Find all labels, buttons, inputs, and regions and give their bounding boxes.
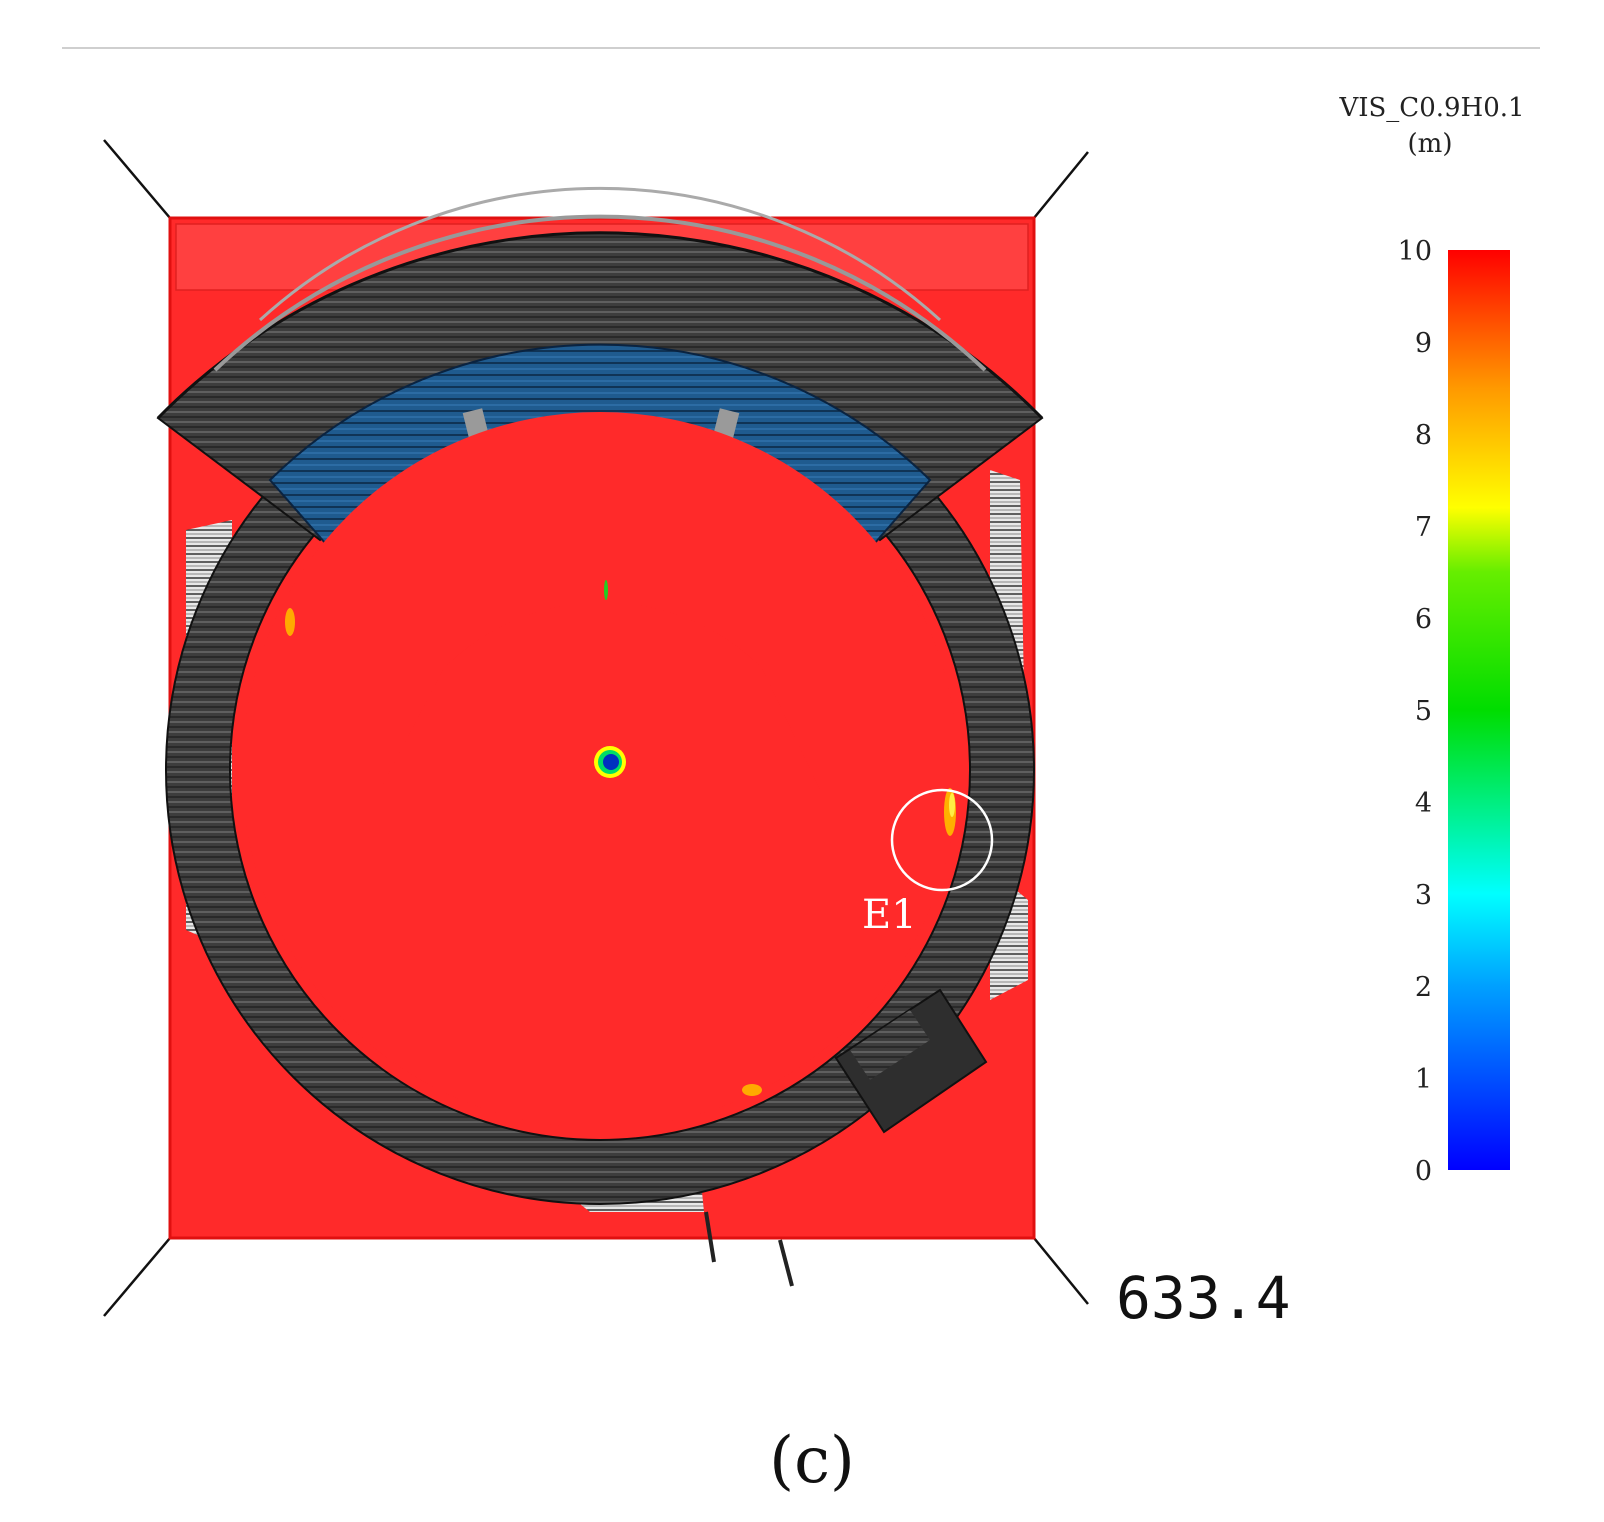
post-right bbox=[778, 1239, 794, 1287]
colorbar-tick-10: 10 bbox=[1398, 236, 1432, 267]
legend-title-line1: VIS_C0.9H0.1 bbox=[1338, 93, 1524, 123]
figure-caption: (c) bbox=[769, 1424, 855, 1498]
e1-label: E1 bbox=[862, 892, 917, 938]
colorbar-tick-6: 6 bbox=[1415, 604, 1432, 635]
post-left bbox=[704, 1211, 716, 1263]
smoke-patches bbox=[285, 580, 956, 1096]
colorbar bbox=[1448, 250, 1510, 1170]
colorbar-tick-3: 3 bbox=[1415, 880, 1432, 911]
arena-floor-top-cut bbox=[380, 602, 820, 790]
e1-marker-circle bbox=[890, 788, 994, 892]
colorbar-tick-0: 0 bbox=[1415, 1156, 1432, 1187]
colorbar-tick-2: 2 bbox=[1415, 972, 1432, 1003]
colorbar-tick-5: 5 bbox=[1415, 696, 1432, 727]
legend-title-line2: (m) bbox=[1408, 129, 1453, 159]
perspective-lines bbox=[103, 139, 1089, 1317]
entrance-block bbox=[834, 988, 988, 1134]
colorbar-tick-7: 7 bbox=[1415, 512, 1432, 543]
colorbar-tick-4: 4 bbox=[1415, 788, 1432, 819]
colorbar-tick-1: 1 bbox=[1415, 1064, 1432, 1095]
colorbar-tick-9: 9 bbox=[1415, 328, 1432, 359]
colorbar-tick-8: 8 bbox=[1415, 420, 1432, 451]
simulation-time: 633.4 bbox=[1116, 1264, 1291, 1332]
low-visibility-spot bbox=[594, 746, 626, 778]
